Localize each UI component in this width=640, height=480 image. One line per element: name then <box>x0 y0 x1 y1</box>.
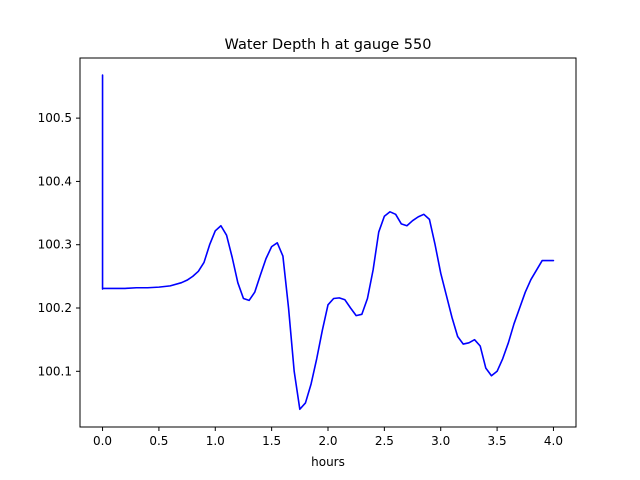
x-tick-label: 1.0 <box>206 434 225 448</box>
plot-area <box>101 74 555 411</box>
series-line-1 <box>101 74 555 411</box>
x-tick-label: 3.5 <box>488 434 507 448</box>
y-tick-label: 100.5 <box>38 111 72 125</box>
y-tick-label: 100.1 <box>38 364 72 378</box>
y-tick-label: 100.2 <box>38 301 72 315</box>
x-tick-label: 0.0 <box>93 434 112 448</box>
y-tick-label: 100.3 <box>38 238 72 252</box>
x-tick-label: 0.5 <box>149 434 168 448</box>
y-tick-label: 100.4 <box>38 174 72 188</box>
x-axis-label: hours <box>311 455 345 469</box>
x-tick-label: 2.5 <box>375 434 394 448</box>
x-tick-label: 4.0 <box>544 434 563 448</box>
chart-title: Water Depth h at gauge 550 <box>225 37 432 53</box>
y-axis: 100.1 100.2 100.3 100.4 100.5 <box>38 111 80 378</box>
x-axis: 0.0 0.5 1.0 1.5 2.0 2.5 3.0 3.5 4.0 <box>93 427 563 448</box>
x-tick-label: 2.0 <box>318 434 337 448</box>
x-tick-label: 1.5 <box>262 434 281 448</box>
x-tick-label: 3.0 <box>431 434 450 448</box>
